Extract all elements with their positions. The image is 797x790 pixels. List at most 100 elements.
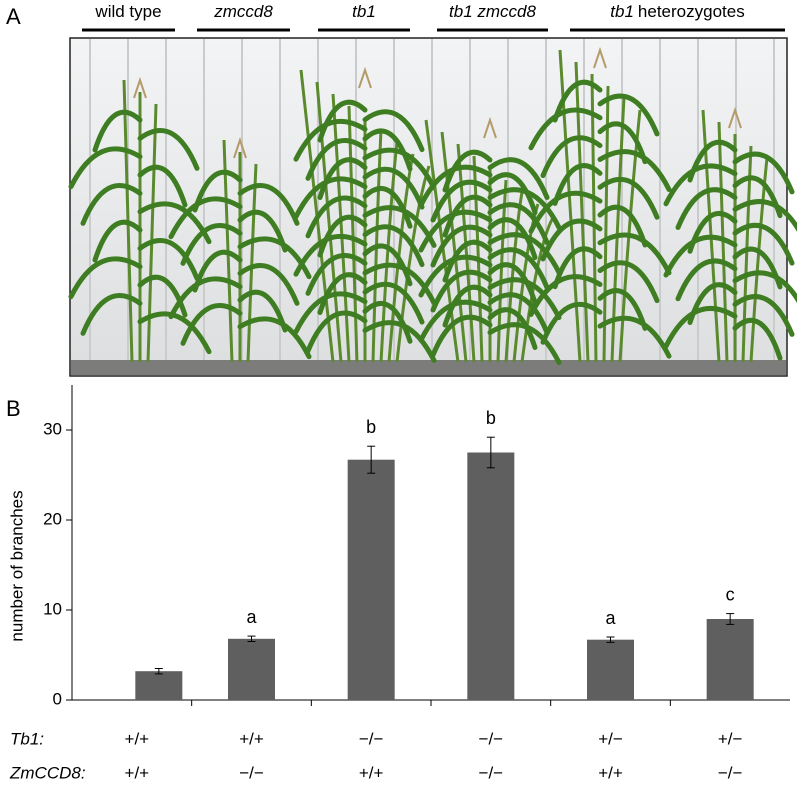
stem: [424, 119, 460, 363]
leaf: [237, 209, 288, 253]
leaf: [597, 288, 648, 331]
leaf: [597, 232, 672, 276]
stem: [590, 73, 598, 363]
bar: [135, 671, 183, 700]
leaf: [317, 99, 368, 143]
leaf: [68, 256, 143, 300]
leaf: [540, 301, 603, 345]
leaf: [430, 179, 493, 223]
leaf: [487, 292, 550, 335]
leaf: [137, 164, 188, 208]
leaf: [418, 299, 493, 343]
stem: [440, 131, 468, 363]
leaf: [362, 185, 413, 229]
leaf: [362, 243, 413, 287]
leaf: [487, 202, 550, 245]
leaf: [528, 274, 603, 317]
leaf: [487, 262, 538, 305]
tassel: [233, 136, 247, 159]
leaf: [362, 166, 425, 210]
leaf: [552, 163, 603, 206]
leaf: [137, 128, 200, 171]
leaf: [293, 118, 368, 162]
leaf: [168, 196, 243, 240]
leaf: [293, 233, 368, 277]
leaf: [597, 121, 648, 165]
leaf: [362, 224, 425, 268]
plant: [663, 106, 797, 363]
stem: [741, 145, 753, 363]
leaf: [528, 190, 603, 234]
stem: [379, 141, 399, 363]
genotype: +/−: [718, 729, 743, 748]
ground: [71, 360, 786, 375]
group-label: tb1 heterozygotes: [610, 2, 744, 21]
leaf: [663, 234, 738, 278]
genotype: −/−: [479, 729, 504, 748]
leaf: [430, 314, 493, 358]
leaf: [528, 107, 603, 151]
leaf: [442, 239, 493, 283]
group-label: tb1: [352, 2, 376, 21]
group-label-italic: tb1: [352, 2, 376, 21]
tassel: [728, 106, 742, 129]
y-tick-label: 10: [43, 599, 62, 618]
leaf: [675, 258, 738, 302]
tassel: [593, 46, 607, 69]
leaf: [487, 307, 538, 350]
leaf: [418, 164, 493, 208]
leaf: [487, 247, 550, 290]
leaf: [362, 320, 437, 363]
leaf: [305, 310, 368, 354]
genotype: +/+: [359, 763, 384, 782]
leaf: [362, 109, 425, 153]
genotype: +/+: [239, 729, 264, 748]
leaf: [237, 183, 300, 226]
bar: [467, 452, 515, 700]
leaf: [487, 277, 562, 320]
leaf: [293, 291, 368, 335]
leaf: [362, 262, 437, 306]
leaf: [168, 276, 243, 320]
stem: [496, 179, 508, 363]
leaf: [362, 128, 413, 172]
bar: [706, 619, 754, 700]
stem: [558, 49, 582, 363]
stem: [347, 105, 359, 363]
leaf: [442, 149, 493, 193]
plant: [168, 136, 312, 363]
leaf: [137, 238, 200, 281]
leaf: [137, 311, 212, 355]
leaf: [597, 93, 660, 137]
leaf: [732, 317, 783, 361]
genotype: +/+: [598, 763, 623, 782]
plant-photo: [68, 37, 797, 377]
stem: [749, 157, 769, 363]
leaf: [487, 232, 562, 275]
genotype: −/−: [239, 763, 264, 782]
leaf: [362, 300, 413, 344]
leaf: [92, 219, 143, 263]
group-label-italic: tb1: [610, 2, 634, 21]
leaf: [732, 199, 797, 232]
genotype-row-label: ZmCCD8:: [9, 763, 86, 782]
leaf: [80, 293, 143, 336]
genotype: +/+: [125, 729, 150, 748]
group-label-text: wild type: [94, 2, 161, 21]
significance-letter: a: [605, 608, 616, 628]
leaf: [180, 303, 243, 346]
y-tick-label: 0: [53, 689, 62, 708]
leaf: [597, 260, 660, 304]
leaf: [317, 214, 368, 258]
bar: [228, 638, 275, 700]
tassel: [358, 66, 372, 89]
leaf: [305, 253, 368, 296]
genotype-row-label: Tb1:: [10, 729, 44, 748]
genotype: −/−: [359, 729, 384, 748]
leaf: [442, 284, 493, 328]
leaf: [68, 146, 143, 190]
leaf: [192, 249, 243, 293]
leaf: [418, 209, 493, 253]
genotype: −/−: [718, 763, 743, 782]
stem: [472, 155, 484, 363]
